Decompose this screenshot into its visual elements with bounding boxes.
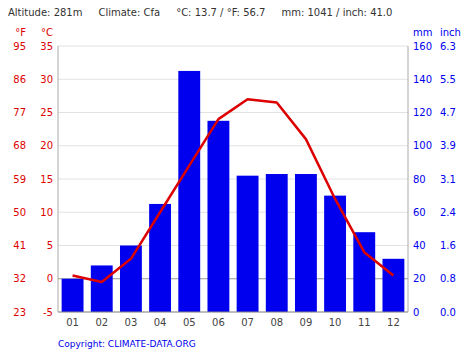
header-text: mm: 1041 / inch: 41.0	[281, 7, 392, 18]
tick-label: 120	[413, 107, 432, 118]
grid-line	[58, 112, 408, 113]
tick-label: 08	[270, 317, 283, 328]
tick-label: 5.5	[440, 74, 456, 85]
tick-label: 60	[413, 207, 426, 218]
grid-line	[58, 145, 408, 146]
tick-label: 160	[413, 41, 432, 52]
header-text: Climate: Cfa	[98, 7, 160, 18]
bar	[353, 232, 375, 312]
tick-label: 50	[13, 207, 26, 218]
tick-label: 20	[40, 140, 53, 151]
tick-label: 0	[47, 273, 53, 284]
tick-label: 59	[13, 174, 26, 185]
bar	[178, 71, 200, 312]
tick-label: 80	[413, 174, 426, 185]
tick-label: 04	[154, 317, 167, 328]
tick-label: 4.7	[440, 107, 456, 118]
tick-label: -5	[43, 307, 53, 318]
axis-label: °C	[41, 27, 53, 38]
grid-line	[58, 312, 408, 313]
bar	[91, 265, 113, 312]
header-text: °C: 13.7 / °F: 56.7	[176, 7, 265, 18]
tick-label: 140	[413, 74, 432, 85]
axis-line	[408, 46, 409, 312]
bar	[149, 204, 171, 312]
bar	[295, 174, 317, 312]
axis-label: inch	[440, 27, 461, 38]
bar	[266, 174, 288, 312]
tick-label: 40	[413, 240, 426, 251]
header-text: Altitude: 281m	[8, 7, 82, 18]
tick-label: 32	[13, 273, 26, 284]
tick-label: 20	[413, 273, 426, 284]
tick-label: 41	[13, 240, 26, 251]
tick-label: 35	[40, 41, 53, 52]
copyright: Copyright: CLIMATE-DATA.ORG	[58, 339, 196, 349]
tick-label: 95	[13, 41, 26, 52]
tick-label: 15	[40, 174, 53, 185]
tick-label: 23	[13, 307, 26, 318]
tick-label: 05	[183, 317, 196, 328]
tick-label: 0	[413, 307, 419, 318]
axis-label: mm	[413, 27, 432, 38]
grid-line	[58, 179, 408, 180]
tick-label: 10	[329, 317, 342, 328]
bar	[120, 246, 142, 313]
tick-label: 1.6	[440, 240, 456, 251]
tick-label: 07	[241, 317, 254, 328]
bar	[237, 176, 259, 312]
bar	[62, 279, 84, 312]
axis-label: °F	[15, 27, 26, 38]
tick-label: 3.1	[440, 174, 456, 185]
tick-label: 3.9	[440, 140, 456, 151]
tick-label: 0.8	[440, 273, 456, 284]
axis-line	[58, 46, 59, 312]
tick-label: 100	[413, 140, 432, 151]
temperature-line	[73, 99, 394, 282]
grid-line	[58, 212, 408, 213]
tick-label: 09	[300, 317, 313, 328]
bar	[382, 259, 404, 312]
axis-line	[58, 312, 408, 313]
tick-label: 0.0	[440, 307, 456, 318]
tick-label: 02	[95, 317, 108, 328]
grid-line	[58, 79, 408, 80]
tick-label: 10	[40, 207, 53, 218]
tick-label: 2.4	[440, 207, 456, 218]
grid-line	[58, 46, 408, 47]
tick-label: 86	[13, 74, 26, 85]
tick-label: 01	[66, 317, 79, 328]
chart: -505101520253035233241505968778695020406…	[0, 0, 474, 355]
bar	[207, 121, 229, 312]
tick-label: 30	[40, 74, 53, 85]
tick-label: 77	[13, 107, 26, 118]
tick-label: 12	[387, 317, 400, 328]
tick-label: 6.3	[440, 41, 456, 52]
tick-label: 68	[13, 140, 26, 151]
tick-label: 03	[125, 317, 138, 328]
plot-area	[62, 71, 405, 312]
tick-label: 11	[358, 317, 371, 328]
tick-label: 5	[47, 240, 53, 251]
tick-label: 06	[212, 317, 225, 328]
tick-label: 25	[40, 107, 53, 118]
